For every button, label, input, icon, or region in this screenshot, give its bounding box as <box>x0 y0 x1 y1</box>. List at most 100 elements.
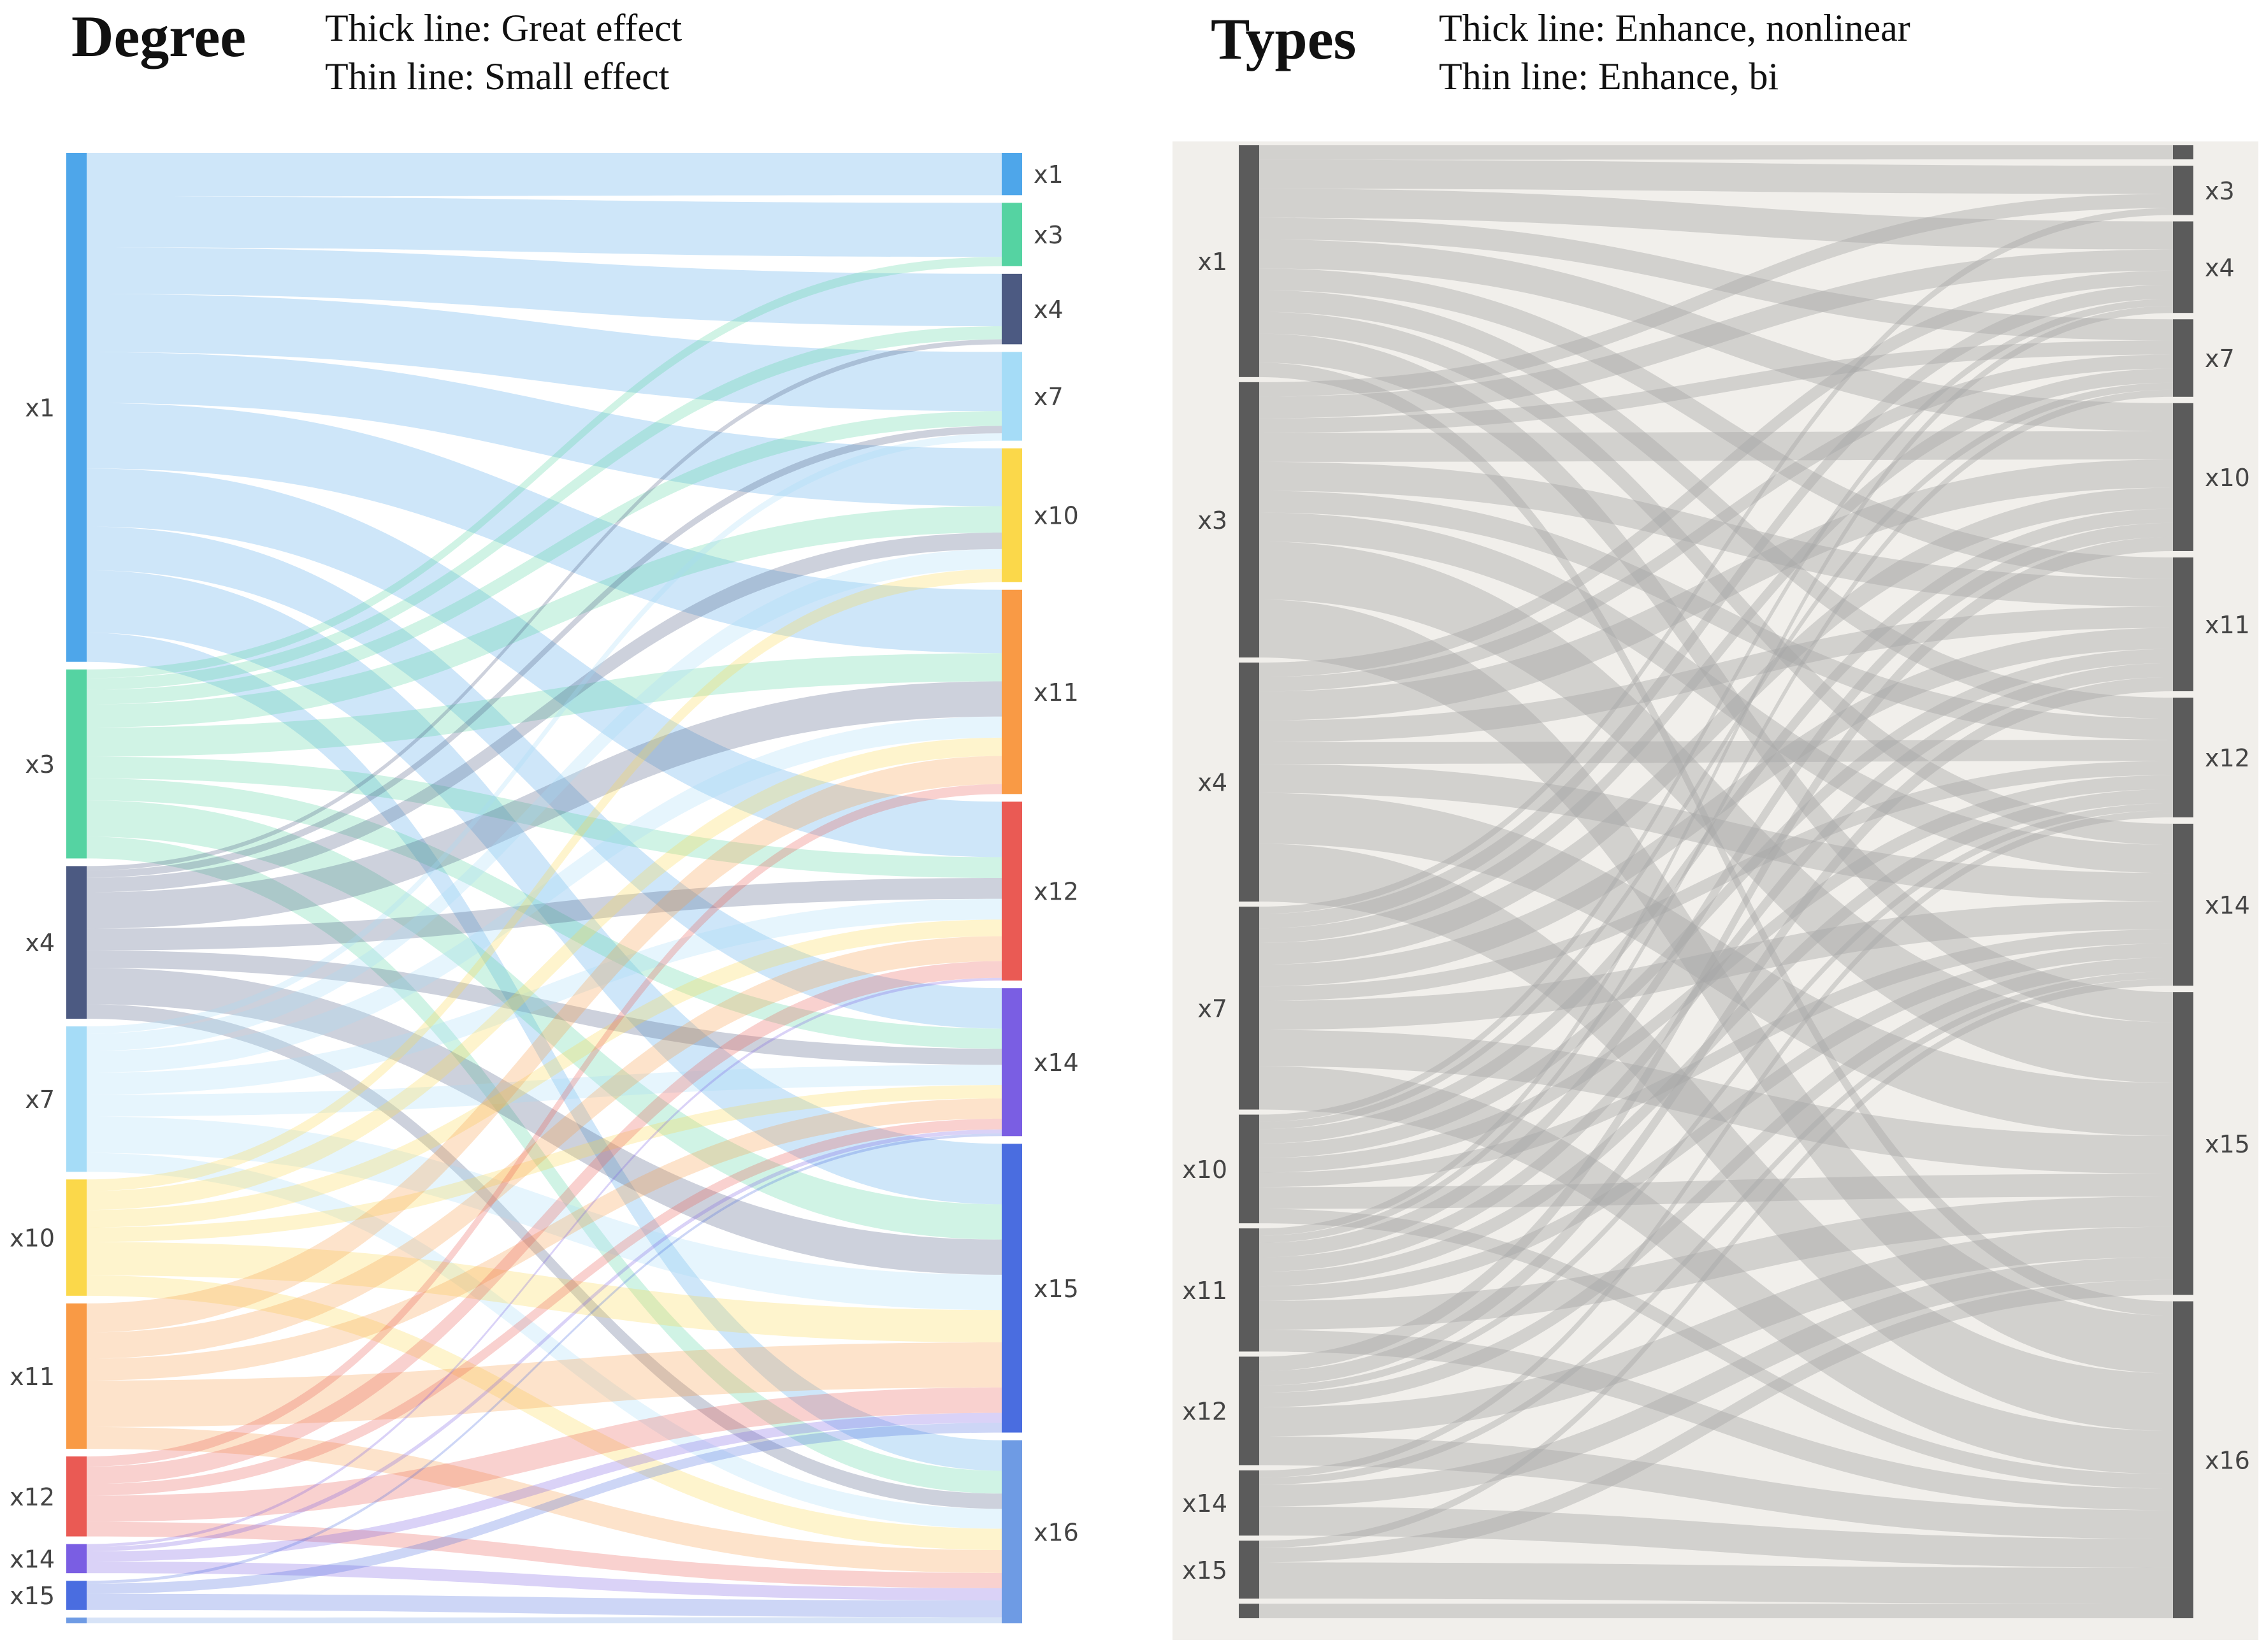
degree-source-label-x1: x1 <box>25 394 55 422</box>
types-target-label-x4: x4 <box>2205 254 2235 282</box>
types-source-node-x12 <box>1239 1356 1259 1465</box>
types-link-x1-to-x16 <box>1259 363 2173 1316</box>
degree-target-label-x7: x7 <box>1034 383 1064 411</box>
degree-link-x3-to-x3 <box>87 257 1002 679</box>
degree-target-label-x12: x12 <box>1034 878 1079 906</box>
degree-source-node-x1 <box>66 153 87 662</box>
types-target-node-x16 <box>2173 1301 2193 1618</box>
degree-link-x10-to-x16 <box>87 1275 1002 1551</box>
types-link-x10-to-x10 <box>1259 508 2173 1144</box>
types-link-x11-to-x10 <box>1259 522 2173 1258</box>
types-source-label-x4: x4 <box>1197 769 1227 797</box>
degree-link-x3-to-x11 <box>87 653 1002 757</box>
types-target-node-x7 <box>2173 319 2193 397</box>
types-source-label-x10: x10 <box>1182 1156 1227 1184</box>
types-source-label-x1: x1 <box>1197 248 1227 276</box>
degree-link-x15-to-x16 <box>87 1593 1002 1618</box>
types-link-x11-to-x14 <box>1259 943 2173 1301</box>
degree-link-x1-to-x10 <box>87 352 1002 506</box>
degree-link-x11-to-x12 <box>87 936 1002 1359</box>
types-link-x15-to-x14 <box>1259 979 2173 1548</box>
types-link-x7-to-x3 <box>1259 208 2173 914</box>
types-link-x4-to-x4 <box>1259 270 2173 677</box>
types-link-x1-to-x15 <box>1259 333 2173 1023</box>
degree-source-node-x14 <box>66 1544 87 1574</box>
types-source-node-x10 <box>1239 1114 1259 1224</box>
degree-link-x4-to-x14 <box>87 950 1002 1065</box>
types-source-node-x14 <box>1239 1470 1259 1536</box>
types-link-x3-to-x12 <box>1259 491 2173 740</box>
degree-target-node-x7 <box>1002 352 1022 441</box>
degree-link-x15-to-x14 <box>87 1133 1002 1584</box>
types-link-x7-to-x7 <box>1259 368 2173 944</box>
types-link-x4-to-x15 <box>1259 793 2173 1136</box>
types-source-label-x11: x11 <box>1182 1277 1227 1305</box>
degree-link-x1-to-x12 <box>87 468 1002 858</box>
types-target-label-x11: x11 <box>2205 611 2250 639</box>
types-link-x4-to-x10 <box>1259 459 2173 721</box>
types-link-x1-to-x11 <box>1259 268 2173 579</box>
types-legend-thin: Thin line: Enhance, bi <box>1439 55 1779 97</box>
degree-link-x7-to-x15 <box>87 1116 1002 1311</box>
degree-link-x1-to-x1 <box>87 153 1002 197</box>
degree-link-x15-to-x15 <box>87 1423 1002 1594</box>
types-link-x11-to-x16 <box>1259 1330 2173 1511</box>
degree-source-label-x14: x14 <box>10 1545 55 1573</box>
types-link-x4-to-x7 <box>1259 354 2173 692</box>
types-link-x3-to-x16 <box>1259 599 2173 1374</box>
types-links <box>1259 145 2173 1618</box>
types-link-x1-to-x10 <box>1259 239 2173 432</box>
types-link-x11-to-x7 <box>1259 389 2173 1243</box>
types-link-x1-to-x4 <box>1259 189 2173 250</box>
types-link-x7-to-x16 <box>1259 1066 2173 1474</box>
types-link-x10-to-x4 <box>1259 299 2173 1122</box>
degree-legend-thick: Thick line: Great effect <box>325 7 682 49</box>
degree-link-x1-to-x3 <box>87 196 1002 257</box>
types-link-x3-to-x3 <box>1259 194 2173 397</box>
degree-link-x7-to-x12 <box>87 898 1002 1095</box>
degree-source-node-x15 <box>66 1581 87 1610</box>
types-source-label-x15: x15 <box>1182 1556 1227 1584</box>
degree-target-label-x3: x3 <box>1034 221 1064 249</box>
types-link-x15-to-x15 <box>1259 1279 2173 1563</box>
degree-link-x11-to-x11 <box>87 756 1002 1333</box>
types-link-x1-to-unlabeled-t <box>1259 145 2173 160</box>
degree-source-label-x12: x12 <box>10 1483 55 1511</box>
types-target-label-x16: x16 <box>2205 1446 2250 1474</box>
degree-link-x12-to-x15 <box>87 1387 1002 1522</box>
degree-legend-thin: Thin line: Small effect <box>325 55 670 97</box>
degree-link-x1-to-x7 <box>87 294 1002 412</box>
degree-title: Degree <box>71 4 246 69</box>
degree-target-node-x4 <box>1002 273 1022 345</box>
types-link-x3-to-x10 <box>1259 431 2173 462</box>
types-link-x11-to-x4 <box>1259 306 2173 1236</box>
types-nodes <box>1239 145 2193 1618</box>
types-source-node-x15 <box>1239 1541 1259 1599</box>
types-source-node-x11 <box>1239 1228 1259 1352</box>
types-link-x4-to-x12 <box>1259 740 2173 765</box>
types-link-x12-to-x16 <box>1259 1436 2173 1539</box>
degree-link-x12-to-x16 <box>87 1521 1002 1588</box>
types-target-node-x12 <box>2173 697 2193 817</box>
degree-nodes <box>66 153 1022 1623</box>
degree-link-x3-to-x15 <box>87 800 1002 1240</box>
types-source-label-x7: x7 <box>1197 995 1227 1023</box>
types-link-x10-to-x14 <box>1259 929 2173 1188</box>
degree-link-x11-to-x15 <box>87 1342 1002 1427</box>
types-link-x14-to-x16 <box>1259 1506 2173 1568</box>
degree-link-x7-to-x11 <box>87 716 1002 1074</box>
degree-link-x12-to-x14 <box>87 1118 1002 1496</box>
types-target-node-unlabeled-0 <box>2173 145 2193 160</box>
types-link-x12-to-x10 <box>1259 536 2173 1372</box>
degree-source-node-x7 <box>66 1026 87 1172</box>
degree-link-x3-to-x10 <box>87 506 1002 728</box>
types-source-node-x3 <box>1239 382 1259 657</box>
types-link-x4-to-x16 <box>1259 844 2173 1432</box>
types-target-node-x15 <box>2173 992 2193 1295</box>
degree-link-x7-to-x16 <box>87 1153 1002 1529</box>
degree-target-node-x15 <box>1002 1144 1022 1433</box>
degree-link-x4-to-x7 <box>87 426 1002 878</box>
types-link-x1-to-x3 <box>1259 159 2173 194</box>
